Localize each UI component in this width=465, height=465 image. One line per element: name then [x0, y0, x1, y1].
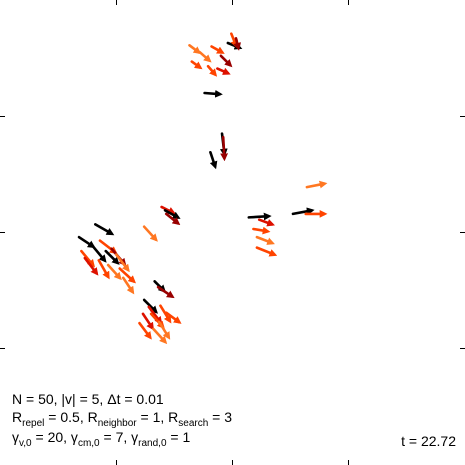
- r-search-value: 3: [224, 409, 232, 425]
- agent-arrow-36: [106, 263, 122, 281]
- agent-arrow-22: [291, 207, 315, 216]
- agent-arrow-48: [157, 320, 171, 340]
- agent-arrow-37: [114, 253, 130, 273]
- agent-arrow-13: [220, 135, 228, 162]
- parameter-annotation: N = 50, |v| = 5, Δt = 0.01 Rrepel = 0.5,…: [12, 391, 456, 449]
- agent-arrow-5: [210, 45, 225, 54]
- agent-arrow-7: [216, 67, 231, 75]
- agent-arrow-4: [206, 64, 218, 77]
- agent-arrow-14: [209, 150, 218, 170]
- agent-arrow-43: [147, 305, 163, 325]
- agent-arrow-19: [94, 223, 115, 236]
- agent-arrow-35: [97, 259, 110, 280]
- agent-arrow-1: [188, 44, 202, 55]
- agent-arrow-10: [233, 37, 241, 51]
- agent-arrow-33: [104, 249, 120, 265]
- agent-arrow-3: [198, 51, 212, 63]
- agent-arrow-38: [118, 267, 136, 284]
- agent-arrow-30: [83, 256, 99, 276]
- param-line-1: N = 50, |v| = 5, Δt = 0.01: [12, 391, 164, 407]
- agent-arrow-25: [252, 226, 271, 235]
- agent-arrow-44: [141, 312, 155, 331]
- gamma-rand-value: 1: [182, 429, 190, 445]
- agent-arrow-11: [203, 89, 223, 98]
- agent-arrow-6: [219, 54, 233, 68]
- agent-arrows: [77, 32, 328, 345]
- param-line-3: γv,0 = 20, γcm,0 = 7, γrand,0 = 1: [12, 429, 190, 449]
- r-neighbor-value: 1: [153, 409, 161, 425]
- gamma-v-value: 20: [48, 429, 64, 445]
- agent-arrow-47: [164, 311, 182, 324]
- agent-arrow-42: [142, 298, 158, 314]
- agent-arrow-39: [121, 276, 135, 295]
- agent-arrow-20: [247, 212, 272, 221]
- agent-arrow-31: [91, 245, 107, 263]
- r-repel-value: 0.5: [60, 409, 80, 425]
- agent-arrow-50: [152, 327, 168, 345]
- agent-arrow-16: [163, 209, 181, 219]
- agent-arrow-28: [77, 235, 96, 249]
- agent-arrow-41: [156, 285, 175, 299]
- agent-arrow-21: [257, 218, 275, 227]
- agent-arrow-15: [160, 205, 177, 215]
- agent-arrow-49: [138, 321, 152, 340]
- param-line-2: Rrepel = 0.5, Rneighbor = 1, Rsearch = 3: [12, 409, 232, 429]
- agent-arrow-26: [255, 235, 275, 245]
- agent-arrow-18: [142, 225, 158, 242]
- agent-arrow-17: [164, 212, 181, 226]
- gamma-cm-value: 7: [116, 429, 124, 445]
- agent-arrow-27: [255, 246, 278, 257]
- agent-arrow-2: [190, 60, 203, 70]
- agent-arrow-29: [80, 249, 95, 268]
- time-readout: t = 22.72: [401, 433, 456, 449]
- agent-arrow-24: [305, 180, 328, 189]
